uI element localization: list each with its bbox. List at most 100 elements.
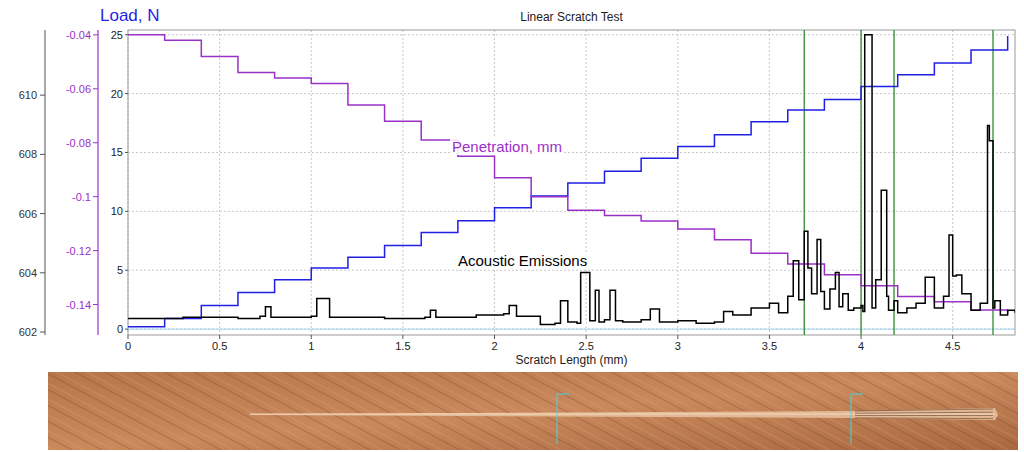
y3-tick-label: 604 [19,267,37,279]
y2-axis: -0.04 -0.06 -0.08 -0.1 -0.12 -0.14 [66,29,98,335]
page: {"chart_data": { "type": "line", "title"… [0,0,1024,452]
label-bg [456,252,589,269]
y-tick-label: 5 [117,264,123,276]
y2-tick [93,34,98,35]
groove [855,412,993,413]
scratch-center [250,414,995,415]
y3-tick-label: 606 [19,208,37,220]
x-grid-line [402,30,403,335]
chart: 00.511.522.533.544.5Scratch Length (mm)0… [0,0,1024,452]
y-tick [125,152,128,153]
x-axis: 00.511.522.533.544.5Scratch Length (mm) [125,335,960,367]
groove [855,417,993,419]
series-line [128,35,1008,313]
x-grid-line [861,30,862,335]
y2-tick [93,142,98,143]
x-tick-label: 0 [125,340,131,352]
x-tick-label: 0.5 [212,340,227,352]
x-grid-line [311,30,312,335]
plot-area [128,30,1015,335]
x-tick-label: 1.5 [395,340,410,352]
marker-line [893,30,894,335]
x-tick [494,335,495,339]
y3-tick-label: 610 [19,89,37,101]
x-grid-line [769,30,770,335]
y-tick [125,211,128,212]
y-grid-line [128,93,1015,94]
y2-axis-line [97,30,98,335]
y2-tick-label: -0.14 [66,299,91,311]
x-tick [677,335,678,339]
y-tick [125,270,128,271]
x-grid-line [677,30,678,335]
photo-ground [48,372,1018,450]
x-grid-line [494,30,495,335]
y-tick-label: 25 [111,29,123,41]
photo-marker [851,394,852,444]
photo-marker [557,394,558,444]
marker-line [860,30,861,335]
photo-striae [48,372,1018,450]
y3-tick [40,95,45,96]
y2-tick-label: -0.1 [72,191,91,203]
y2-tick [93,250,98,251]
y-tick-label: 20 [111,88,123,100]
grid [128,30,1015,335]
x-tick-label: 1 [308,340,314,352]
plot-frame [128,30,1015,335]
x-tick [219,335,220,339]
y-grid-line [128,34,1015,35]
label-bg [450,138,564,155]
y2-tick-label: -0.06 [66,83,91,95]
x-tick [952,335,953,339]
series-label: Penetration, mm [452,138,562,155]
y2-tick-label: -0.12 [66,245,91,257]
y-tick-label: 0 [117,323,123,335]
y3-tick [40,332,45,333]
x-tick [769,335,770,339]
y3-tick-label: 608 [19,148,37,160]
y2-tick-label: -0.08 [66,137,91,149]
y-tick [125,34,128,35]
x-tick [311,335,312,339]
y3-tick-label: 602 [19,326,37,338]
y-tick-label: 10 [111,205,123,217]
x-tick-label: 2.5 [579,340,594,352]
chart-title: Linear Scratch Test [520,10,623,24]
y3-tick [40,213,45,214]
x-grid-line [219,30,220,335]
y-axis-title: Load, N [100,6,160,25]
x-tick [861,335,862,339]
y3-axis: 602 604 606 608 610 [19,30,45,338]
x-tick-label: 2 [491,340,497,352]
data-group [128,30,1015,335]
x-tick [586,335,587,339]
y3-tick [40,272,45,273]
groove [855,415,993,416]
x-tick-label: 3.5 [762,340,777,352]
y-tick-label: 15 [111,146,123,158]
y-grid-line [128,329,1015,330]
scratch-photo [48,372,1018,450]
x-grid-line [952,30,953,335]
photo-marker [851,394,863,395]
scratch-track [250,408,998,420]
photo-marker [557,394,569,395]
y2-tick-label: -0.04 [66,29,91,41]
y3-axis-line [45,30,46,335]
y-tick [125,329,128,330]
series-label: Acoustic Emissions [458,252,587,269]
x-axis-title: Scratch Length (mm) [515,353,627,367]
zero-line [128,329,1015,330]
groove [855,409,993,411]
series-line [128,35,1015,325]
y-axis: 0 5 10 15 20 25 Load, N [100,6,160,335]
x-tick [402,335,403,339]
y-tick [125,93,128,94]
x-tick [128,335,129,339]
y-grid-line [128,152,1015,153]
y2-tick [93,88,98,89]
x-tick-label: 4.5 [945,340,960,352]
x-tick-label: 3 [675,340,681,352]
y2-tick [93,304,98,305]
